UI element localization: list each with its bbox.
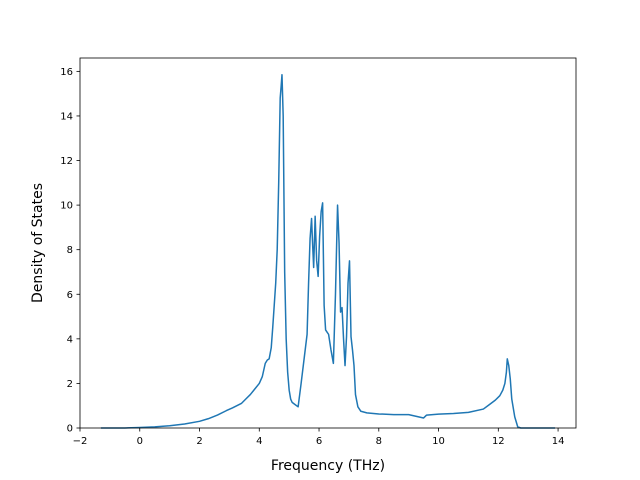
dos-series-line — [100, 73, 556, 429]
x-tick-label: 10 — [432, 436, 445, 447]
x-tick-label: 4 — [256, 436, 262, 447]
plot-background — [80, 58, 576, 428]
x-tick-label: 2 — [196, 436, 202, 447]
y-tick-label: 2 — [67, 379, 73, 390]
x-tick-label: 6 — [316, 436, 322, 447]
y-tick-label: 14 — [60, 111, 73, 122]
x-axis-label: Frequency (THz) — [271, 458, 385, 474]
y-tick-label: 16 — [60, 67, 73, 78]
y-tick-label: 0 — [67, 424, 73, 435]
y-tick-label: 8 — [67, 245, 73, 256]
x-tick-label: 0 — [137, 436, 143, 447]
y-tick-label: 12 — [60, 156, 73, 167]
y-axis: 0 2 4 6 8 10 12 14 16 — [60, 67, 80, 435]
y-tick-label: 6 — [67, 290, 73, 301]
y-axis-label: Density of States — [30, 183, 46, 303]
x-tick-label: 12 — [492, 436, 505, 447]
y-tick-label: 4 — [67, 334, 73, 345]
series-layer — [100, 73, 556, 429]
y-tick-label: 10 — [60, 201, 73, 212]
x-tick-label: 8 — [376, 436, 382, 447]
x-axis: −2 0 2 4 6 8 10 12 14 — [73, 428, 565, 447]
plot-frame — [79, 57, 577, 429]
x-tick-label: −2 — [73, 436, 88, 447]
x-tick-label: 14 — [552, 436, 565, 447]
